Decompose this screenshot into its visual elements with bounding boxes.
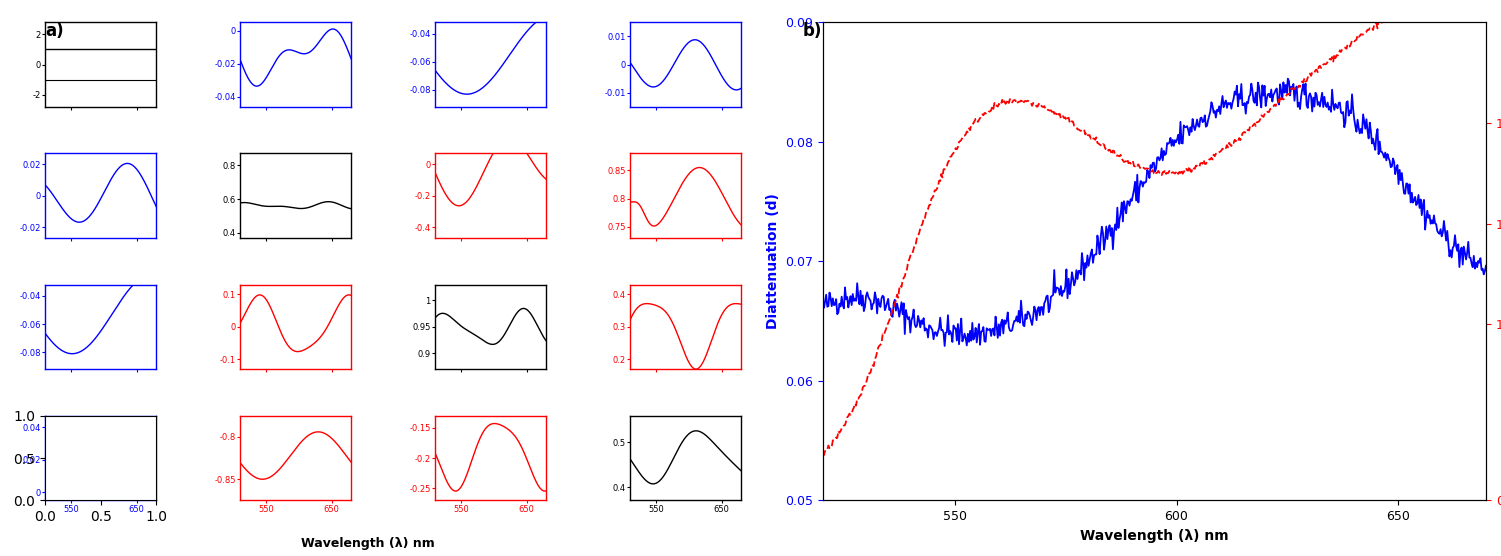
X-axis label: Wavelength (λ) nm: Wavelength (λ) nm [1081,529,1229,543]
Text: b): b) [803,22,823,40]
Y-axis label: Diattenuation (d): Diattenuation (d) [766,193,779,329]
Text: Wavelength (λ) nm: Wavelength (λ) nm [300,538,435,550]
Text: a): a) [45,22,63,40]
